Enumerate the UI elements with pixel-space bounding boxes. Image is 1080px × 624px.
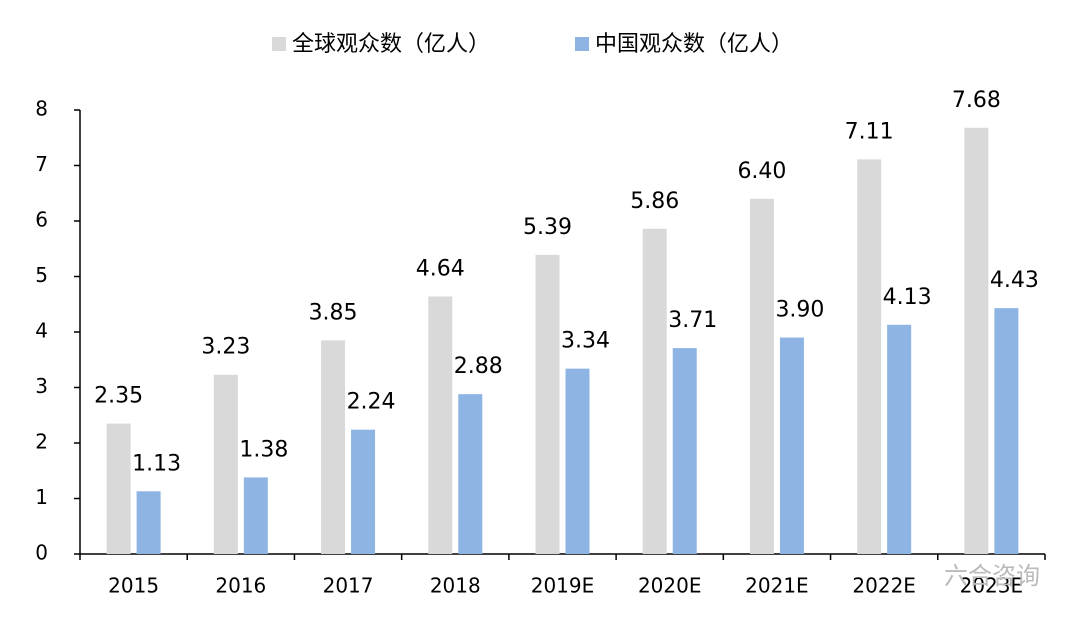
x-tick-label: 2019E xyxy=(531,574,595,598)
bar xyxy=(106,423,131,554)
bar xyxy=(749,198,774,555)
y-tick-label: 8 xyxy=(35,97,48,121)
x-tick-label: 2020E xyxy=(638,574,702,598)
data-label: 1.38 xyxy=(239,437,288,462)
data-label: 3.34 xyxy=(561,329,610,354)
data-label: 2.24 xyxy=(347,390,396,415)
bar xyxy=(642,228,667,554)
bar xyxy=(321,340,346,554)
x-tick-label: 2015 xyxy=(108,574,159,598)
data-label: 3.85 xyxy=(309,300,358,325)
data-label: 4.13 xyxy=(883,285,932,310)
data-label: 4.43 xyxy=(990,268,1039,293)
bar xyxy=(535,254,560,555)
bar xyxy=(428,296,453,554)
legend-swatch xyxy=(575,37,589,51)
y-tick-label: 5 xyxy=(35,263,48,287)
data-label: 5.86 xyxy=(630,189,679,214)
x-tick-label: 2016 xyxy=(215,574,266,598)
data-label: 7.68 xyxy=(952,88,1001,113)
bar xyxy=(779,337,804,554)
y-tick-label: 1 xyxy=(35,485,48,509)
y-tick-label: 3 xyxy=(35,374,48,398)
y-tick-label: 4 xyxy=(35,319,48,343)
x-tick-label: 2021E xyxy=(745,574,809,598)
bar xyxy=(887,324,912,554)
watermark: 六合咨询 xyxy=(944,562,1040,590)
data-label: 3.71 xyxy=(668,308,717,333)
legend-label: 中国观众数（亿人） xyxy=(595,32,793,57)
bar xyxy=(351,429,376,554)
bar xyxy=(672,348,697,554)
x-tick-label: 2023E xyxy=(960,574,1024,598)
bar xyxy=(565,368,590,554)
data-label: 2.88 xyxy=(454,354,503,379)
bar xyxy=(243,477,268,554)
y-tick-label: 2 xyxy=(35,430,48,454)
y-tick-label: 0 xyxy=(35,541,48,565)
y-tick-label: 6 xyxy=(35,208,48,232)
data-label: 4.64 xyxy=(416,256,465,281)
data-label: 3.90 xyxy=(775,298,824,323)
bar xyxy=(213,374,238,554)
legend-swatch xyxy=(272,37,286,51)
legend-label: 全球观众数（亿人） xyxy=(292,32,490,57)
data-label: 3.23 xyxy=(201,335,250,360)
x-tick-label: 2018 xyxy=(430,574,481,598)
bar xyxy=(994,308,1019,554)
bar xyxy=(857,159,882,554)
bar xyxy=(136,491,161,554)
data-label: 2.35 xyxy=(94,384,143,409)
data-label: 6.40 xyxy=(737,159,786,184)
data-label: 5.39 xyxy=(523,215,572,240)
bar xyxy=(964,127,989,554)
x-tick-label: 2022E xyxy=(852,574,916,598)
x-tick-label: 2017 xyxy=(323,574,374,598)
y-tick-label: 7 xyxy=(35,152,48,176)
bar xyxy=(458,394,483,554)
data-label: 1.13 xyxy=(132,451,181,476)
data-label: 7.11 xyxy=(845,119,894,144)
